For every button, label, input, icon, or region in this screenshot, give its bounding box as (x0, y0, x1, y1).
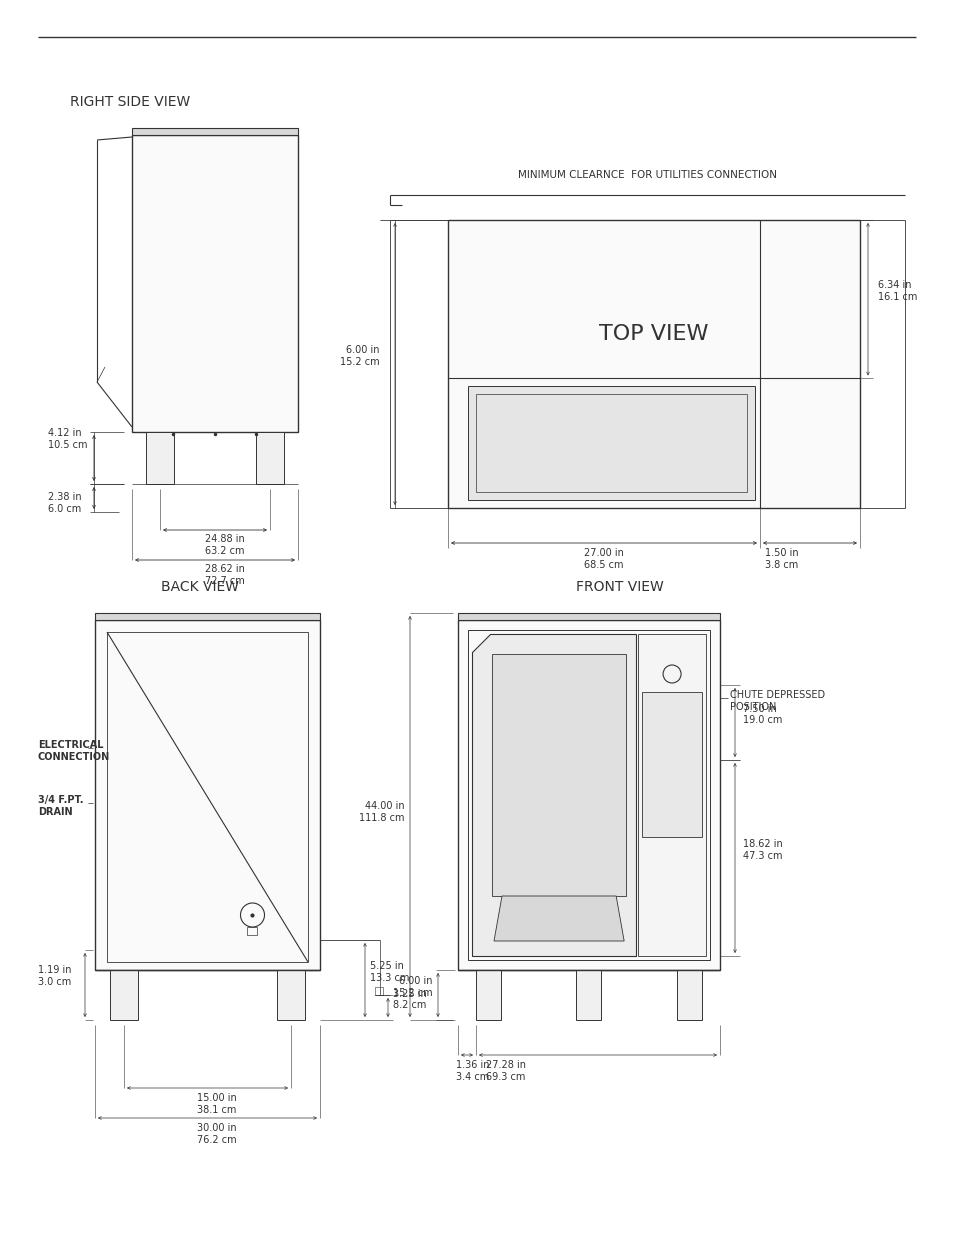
Text: 5.25 in
13.3 cm: 5.25 in 13.3 cm (370, 961, 409, 983)
Bar (457, 620, 720, 969)
Polygon shape (472, 634, 636, 956)
Text: 6.00 in
15.2 cm: 6.00 in 15.2 cm (393, 976, 433, 998)
Bar (375, 987, 382, 995)
Bar (132, 128, 297, 135)
Bar (276, 969, 305, 1020)
Bar (448, 220, 859, 508)
Text: 44.00 in
111.8 cm: 44.00 in 111.8 cm (359, 802, 405, 823)
Text: BACK VIEW: BACK VIEW (161, 580, 239, 594)
Bar (390, 220, 904, 508)
Text: 4.12 in
10.5 cm: 4.12 in 10.5 cm (48, 429, 88, 450)
Text: 2.38 in
6.0 cm: 2.38 in 6.0 cm (48, 492, 82, 514)
Text: ELECTRICAL
CONNECTION: ELECTRICAL CONNECTION (38, 740, 111, 762)
Text: 6.34 in
16.1 cm: 6.34 in 16.1 cm (877, 280, 917, 303)
Text: TOP VIEW: TOP VIEW (598, 324, 708, 345)
Bar (492, 655, 625, 897)
Text: FRONT VIEW: FRONT VIEW (576, 580, 663, 594)
Bar (476, 969, 500, 1020)
Text: 28.62 in
72.7 cm: 28.62 in 72.7 cm (205, 564, 245, 585)
Text: 27.00 in
68.5 cm: 27.00 in 68.5 cm (583, 548, 623, 569)
Polygon shape (494, 897, 623, 941)
Bar (255, 432, 284, 484)
Bar (476, 394, 746, 492)
Bar (468, 630, 709, 960)
Text: 1.36 in
3.4 cm: 1.36 in 3.4 cm (456, 1060, 489, 1082)
Bar (468, 387, 754, 500)
Bar (95, 620, 319, 969)
Text: RIGHT SIDE VIEW: RIGHT SIDE VIEW (70, 95, 190, 109)
Bar (638, 634, 705, 956)
Text: 30.00 in
76.2 cm: 30.00 in 76.2 cm (197, 1123, 237, 1145)
Bar (95, 613, 319, 620)
Bar (247, 927, 257, 935)
Text: 15.00 in
38.1 cm: 15.00 in 38.1 cm (197, 1093, 237, 1115)
Text: MINIMUM CLEARNCE  FOR UTILITIES CONNECTION: MINIMUM CLEARNCE FOR UTILITIES CONNECTIO… (517, 170, 776, 180)
Text: 7.50 in
19.0 cm: 7.50 in 19.0 cm (742, 704, 781, 725)
Text: 6.00 in
15.2 cm: 6.00 in 15.2 cm (340, 346, 379, 367)
Text: 27.28 in
69.3 cm: 27.28 in 69.3 cm (485, 1060, 525, 1082)
Bar (110, 969, 138, 1020)
Bar (641, 692, 701, 837)
Text: 18.62 in
47.3 cm: 18.62 in 47.3 cm (742, 840, 781, 861)
Bar (132, 135, 297, 432)
Bar (457, 613, 720, 620)
Text: 3.25 in
8.2 cm: 3.25 in 8.2 cm (393, 989, 426, 1010)
Text: 24.88 in
63.2 cm: 24.88 in 63.2 cm (205, 534, 245, 556)
Text: CHUTE DEPRESSED
POSITION: CHUTE DEPRESSED POSITION (729, 690, 824, 711)
Text: 1.19 in
3.0 cm: 1.19 in 3.0 cm (38, 965, 71, 987)
Text: 1.50 in
3.8 cm: 1.50 in 3.8 cm (764, 548, 798, 569)
Text: 3/4 F.PT.
DRAIN: 3/4 F.PT. DRAIN (38, 795, 84, 816)
Bar (107, 632, 308, 962)
Bar (146, 432, 173, 484)
Bar (576, 969, 601, 1020)
Bar (677, 969, 701, 1020)
